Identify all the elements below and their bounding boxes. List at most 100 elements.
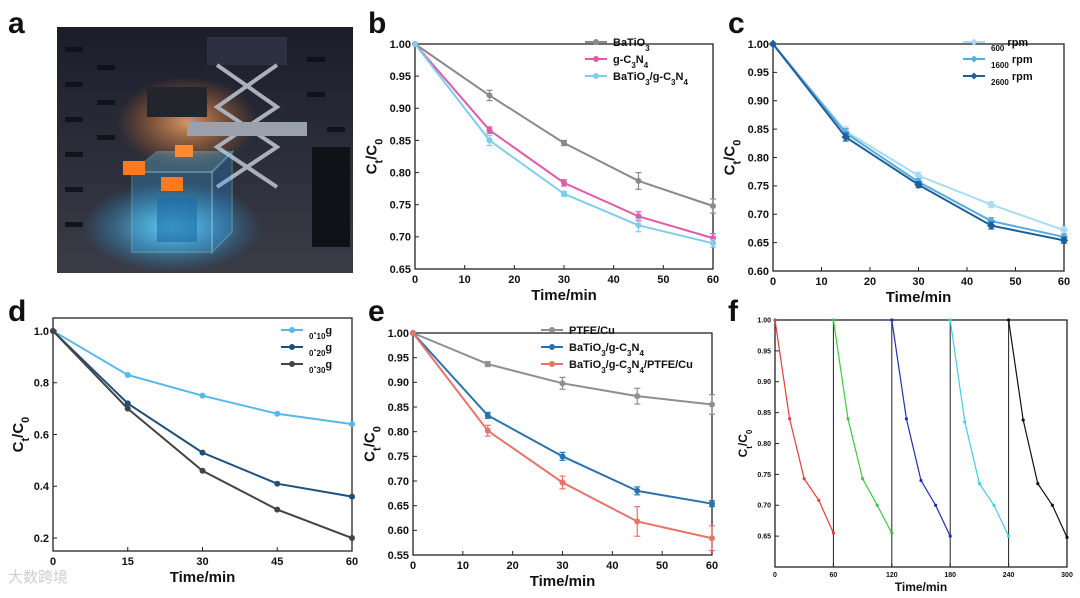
legend-marker [970, 72, 978, 80]
legend-marker [593, 73, 599, 79]
x-axis-label: Time/min [886, 289, 952, 306]
data-point [274, 410, 281, 417]
data-point [349, 535, 355, 542]
legend-label: PTFE/Cu [569, 325, 615, 337]
x-axis-label: Time/min [895, 580, 947, 594]
x-axis-label: Time/min [531, 287, 597, 304]
data-point [904, 417, 909, 421]
data-point [412, 41, 418, 47]
y-tick-label: 0.65 [757, 534, 771, 541]
legend-marker [289, 327, 295, 333]
legend-label: 0.10g [309, 325, 332, 341]
data-point [977, 482, 982, 486]
data-point [1007, 318, 1011, 322]
y-tick-label: 0.85 [390, 135, 411, 147]
legend-label: BaTiO3/g-C3N4 [613, 71, 688, 87]
x-tick-label: 30 [556, 560, 568, 572]
data-point [486, 137, 493, 144]
chart-b: 0 10 20 30 40 50 60 0.65 0.70 0.75 0.80 0.85 0.90 0.9… [363, 37, 719, 304]
data-point [349, 421, 355, 428]
y-tick-label: 0.55 [388, 550, 409, 562]
data-point [559, 453, 566, 460]
data-point [709, 401, 715, 408]
series-line-2 [52, 330, 353, 539]
data-point [992, 503, 996, 507]
data-point [709, 500, 715, 507]
legend-marker [549, 361, 555, 367]
data-point [709, 535, 715, 542]
data-point [634, 518, 641, 525]
data-point [199, 392, 206, 399]
data-point [124, 405, 131, 412]
x-tick-label: 60 [706, 560, 718, 572]
series-line-0 [774, 319, 834, 534]
data-point [1021, 418, 1025, 422]
y-tick-label: 0.65 [390, 264, 411, 276]
y-tick-label: 1.00 [390, 39, 411, 51]
y-tick-label: 1.00 [757, 317, 771, 324]
data-point [788, 417, 792, 421]
y-tick-label: 0.95 [757, 348, 771, 355]
watermark: 大数跨境 [8, 568, 69, 586]
legend-label: BaTiO3/g-C3N4/PTFE/Cu [569, 359, 693, 375]
y-tick-label: 1.0 [34, 326, 49, 338]
data-point [559, 479, 566, 486]
apparatus-photo [57, 27, 353, 273]
data-point [817, 498, 821, 502]
y-tick-label: 0.95 [748, 67, 769, 79]
data-point [1059, 225, 1069, 235]
panel-label-c: c [728, 7, 745, 40]
x-tick-label: 50 [656, 560, 668, 572]
legend-label: 0.20g [309, 342, 332, 358]
legend: PTFE/Cu BaTiO3/g-C3N4BaTiO3/g-C3N4/PTFE/C… [541, 325, 693, 375]
data-point [914, 180, 923, 189]
data-point [274, 480, 281, 487]
y-tick-label: 0.75 [388, 451, 409, 463]
x-tick-label: 0 [410, 560, 416, 572]
legend-label: 2600 rpm [991, 71, 1033, 87]
x-tick-label: 180 [944, 572, 956, 579]
y-tick-label: 0.75 [390, 200, 411, 212]
y-tick-label: 0.65 [388, 501, 409, 513]
data-point [919, 478, 923, 483]
x-tick-label: 240 [1003, 572, 1015, 579]
chart-e: 0 10 20 30 40 50 60 0.55 0.60 0.65 0.70 0.75 0.80 0.8… [361, 325, 718, 590]
panel-label-b: b [368, 7, 387, 40]
data-point [934, 503, 938, 507]
x-tick-label: 50 [657, 274, 669, 286]
x-tick-label: 0 [770, 276, 776, 288]
x-tick-label: 0 [412, 274, 418, 286]
data-point [831, 531, 836, 535]
panel-label-e: e [368, 295, 385, 328]
x-axis-label: Time/min [530, 573, 596, 590]
data-point [635, 177, 642, 184]
legend-label: 600 rpm [991, 37, 1028, 53]
data-point [124, 400, 131, 407]
x-axis-label: Time/min [170, 569, 236, 586]
data-point [1007, 534, 1011, 538]
x-tick-label: 10 [815, 276, 827, 288]
legend-marker [970, 38, 978, 46]
x-tick-label: 40 [606, 560, 618, 572]
data-point [635, 213, 642, 220]
data-point [802, 477, 806, 481]
x-tick-label: 10 [459, 274, 471, 286]
data-point [890, 318, 894, 322]
x-tick-label: 0 [773, 572, 777, 579]
data-point [948, 534, 952, 538]
legend-marker [593, 56, 599, 62]
y-tick-label: 0.95 [390, 71, 411, 83]
chart-c: 0 10 20 30 40 50 60 0.60 0.65 0.70 0.75 0.80 0.85 0.9… [721, 37, 1070, 306]
legend-marker [289, 344, 295, 350]
x-tick-label: 60 [707, 274, 719, 286]
panel-label-f: f [728, 295, 738, 328]
data-point [486, 127, 493, 134]
y-tick-label: 0.2 [34, 533, 49, 545]
x-tick-label: 15 [122, 556, 134, 568]
chart-f: 0 60 120 180 240 300 0.65 0.70 0.75 0.80 0.85 0.90 0… [736, 317, 1073, 594]
panel-label-a: a [8, 7, 25, 40]
legend-label: g-C3N4 [613, 54, 649, 70]
